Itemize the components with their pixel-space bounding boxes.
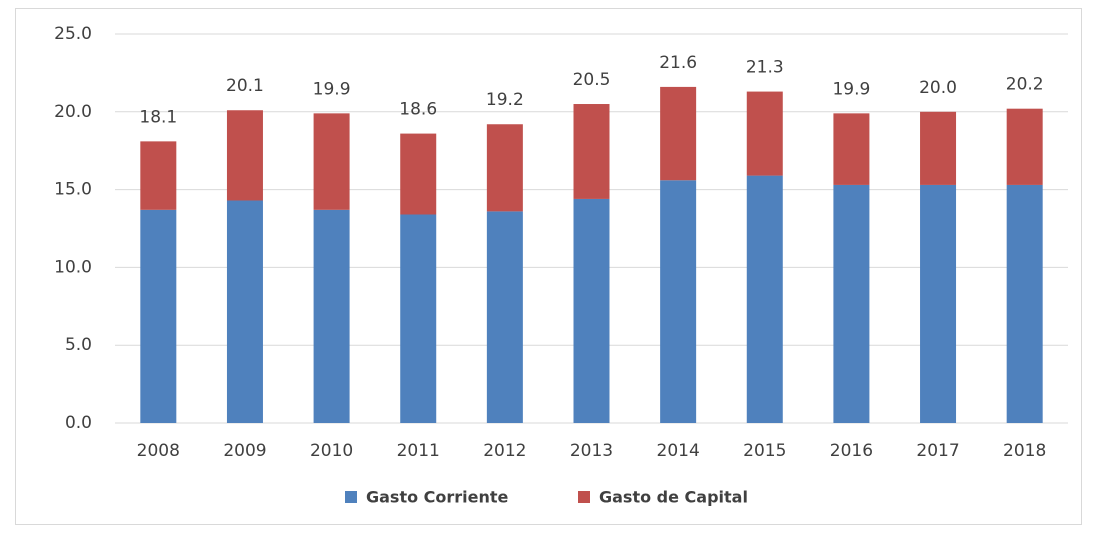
bar-segment	[226, 200, 263, 423]
chart-frame	[15, 8, 1082, 525]
total-label: 19.9	[832, 79, 870, 99]
x-tick-label: 2018	[1003, 441, 1046, 461]
bar-segment	[400, 214, 437, 423]
bar-segment	[486, 211, 523, 423]
bar-segment	[920, 184, 957, 423]
total-label: 20.2	[1006, 75, 1044, 95]
y-tick-label: 0.0	[65, 413, 92, 433]
total-label: 19.9	[313, 79, 351, 99]
legend-swatch	[345, 491, 357, 503]
y-tick-label: 10.0	[54, 257, 92, 277]
bar-segment	[833, 113, 870, 185]
y-tick-label: 25.0	[54, 24, 92, 44]
x-tick-label: 2016	[830, 441, 873, 461]
total-label: 20.0	[919, 78, 957, 98]
total-label: 21.3	[746, 58, 784, 78]
bar-segment	[660, 86, 697, 181]
bar-segment	[313, 209, 350, 423]
total-label: 19.2	[486, 90, 524, 110]
bar-segment	[313, 113, 350, 210]
x-tick-label: 2012	[483, 441, 526, 461]
y-tick-label: 15.0	[54, 180, 92, 200]
total-label: 21.6	[659, 53, 697, 73]
total-label: 18.1	[139, 107, 177, 127]
x-tick-label: 2013	[570, 441, 613, 461]
bar-segment	[833, 184, 870, 423]
total-label: 20.5	[573, 70, 611, 90]
total-label: 20.1	[226, 76, 264, 96]
legend-label: Gasto de Capital	[599, 488, 748, 507]
bar-segment	[660, 180, 697, 423]
legend-label: Gasto Corriente	[366, 488, 509, 507]
bar-segment	[746, 91, 783, 176]
bar-segment	[140, 209, 177, 423]
bar-segment	[573, 198, 610, 423]
x-tick-label: 2015	[743, 441, 786, 461]
bar-segment	[746, 175, 783, 423]
bar-segment	[486, 124, 523, 212]
bar-segment	[1006, 184, 1043, 423]
x-tick-label: 2008	[137, 441, 180, 461]
bar-segment	[400, 133, 437, 215]
bar-segment	[573, 104, 610, 199]
x-tick-label: 2010	[310, 441, 353, 461]
bar-segment	[1006, 108, 1043, 185]
bar-segment	[226, 110, 263, 201]
x-tick-label: 2009	[223, 441, 266, 461]
legend-swatch	[578, 491, 590, 503]
y-tick-label: 20.0	[54, 102, 92, 122]
x-tick-label: 2017	[916, 441, 959, 461]
bar-segment	[920, 111, 957, 185]
x-tick-label: 2014	[657, 441, 700, 461]
bar-segment	[140, 141, 177, 210]
y-tick-label: 5.0	[65, 335, 92, 355]
x-tick-label: 2011	[397, 441, 440, 461]
total-label: 18.6	[399, 100, 437, 120]
